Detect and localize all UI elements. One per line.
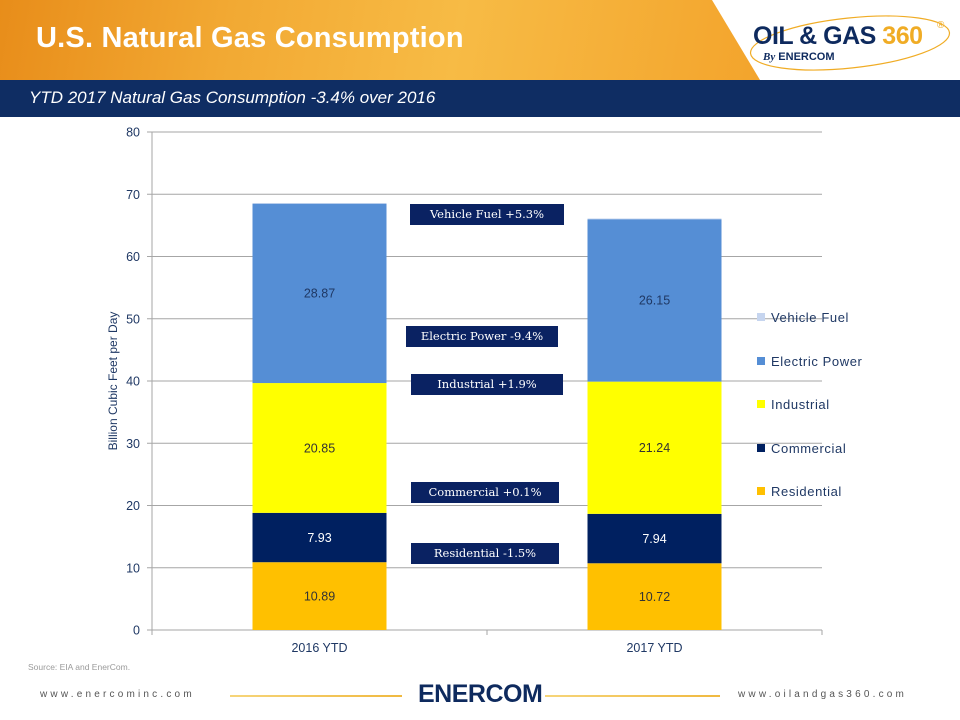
bar-segment-vehicle-fuel	[252, 203, 387, 204]
logo-byline: By ENERCOM	[763, 51, 835, 63]
annotation-label: Vehicle Fuel +5.3%	[410, 204, 564, 226]
legend-label: Electric Power	[771, 353, 863, 369]
legend-item: Residential	[757, 484, 842, 499]
y-tick-label: 70	[126, 188, 140, 202]
legend-label: Vehicle Fuel	[771, 310, 850, 325]
oil-gas-360-logo[interactable]: OIL & GAS 360 ® By ENERCOM	[745, 12, 955, 74]
oilandgas360-url-link[interactable]: www.oilandgas360.com	[738, 689, 908, 700]
legend-swatch	[757, 487, 765, 495]
legend-swatch	[757, 356, 765, 365]
y-tick-label: 0	[133, 624, 140, 638]
footer-logo-text: ENERCOM	[418, 680, 543, 708]
data-label: 10.72	[639, 590, 670, 604]
header: U.S. Natural Gas Consumption OIL & GAS 3…	[0, 0, 960, 80]
bar-segment-industrial	[252, 383, 387, 513]
logo-main-text: OIL & GAS	[753, 22, 876, 50]
legend-swatch	[757, 400, 765, 408]
legend-item: Commercial	[757, 441, 846, 456]
bar-segment-industrial	[587, 381, 722, 514]
data-label: 26.15	[639, 294, 670, 308]
logo-text: OIL & GAS 360	[753, 22, 923, 51]
legend-item: Industrial	[757, 397, 830, 412]
logo-company-text: ENERCOM	[778, 51, 835, 63]
y-tick-label: 20	[126, 499, 140, 513]
header-banner	[0, 0, 760, 80]
legend-item: Vehicle Fuel	[757, 310, 849, 325]
logo-number: 360	[882, 22, 923, 50]
bar-segment-vehicle-fuel	[587, 218, 722, 220]
legend-label: Residential	[771, 484, 842, 499]
y-tick-label: 80	[126, 126, 140, 140]
bar-segment-residential	[587, 563, 722, 630]
x-tick-label: 2016 YTD	[291, 641, 347, 655]
data-label: 28.87	[304, 287, 335, 301]
logo-swoosh-icon	[749, 15, 951, 71]
source-note: Source: EIA and EnerCom.	[28, 662, 131, 672]
stacked-bar-chart: 0 10 20 30 40 50 60 70 80 Billion Cubic Feet per …	[106, 126, 823, 655]
y-tick-label: 60	[126, 250, 140, 264]
bar-segment-electric-power	[252, 203, 387, 384]
y-tick-label: 30	[126, 437, 140, 451]
page-title: U.S. Natural Gas Consumption	[36, 22, 464, 54]
data-label: 21.24	[639, 441, 670, 455]
footer-divider-right	[545, 695, 720, 697]
data-label: 10.89	[304, 590, 335, 604]
annotation-label: Residential -1.5%	[411, 543, 559, 565]
subtitle-bar: YTD 2017 Natural Gas Consumption -3.4% o…	[0, 80, 960, 117]
y-tick-label: 40	[126, 375, 140, 389]
data-label: 7.94	[642, 532, 666, 546]
bar-segment-residential	[252, 562, 387, 630]
subtitle: YTD 2017 Natural Gas Consumption -3.4% o…	[29, 88, 436, 107]
y-axis-title: Billion Cubic Feet per Day	[106, 312, 120, 451]
data-label: 7.93	[307, 531, 331, 545]
y-tick-label: 50	[126, 312, 140, 326]
annotation-label: Industrial +1.9%	[411, 374, 563, 396]
enercom-url-link[interactable]: www.enercominc.com	[40, 689, 195, 700]
enercom-footer-logo: ENERCOM	[418, 680, 543, 709]
logo-registered-mark: ®	[937, 20, 945, 31]
legend-label: Commercial	[771, 440, 847, 456]
x-tick-label: 2017 YTD	[626, 641, 682, 655]
legend-item: Electric Power	[757, 354, 862, 369]
logo-by-text: By	[763, 51, 776, 63]
data-label: 20.85	[304, 441, 335, 455]
bar-segment-commercial	[587, 513, 722, 564]
bar-segment-electric-power	[587, 218, 722, 382]
legend-label: Industrial	[771, 397, 830, 412]
y-tick-label: 10	[126, 561, 140, 575]
legend-swatch	[757, 443, 765, 452]
footer-divider-left	[230, 695, 402, 697]
legend-swatch	[757, 313, 765, 321]
annotation-label: Commercial +0.1%	[411, 482, 559, 504]
bar-segment-commercial	[252, 512, 387, 563]
annotation-label: Electric Power -9.4%	[406, 325, 558, 347]
